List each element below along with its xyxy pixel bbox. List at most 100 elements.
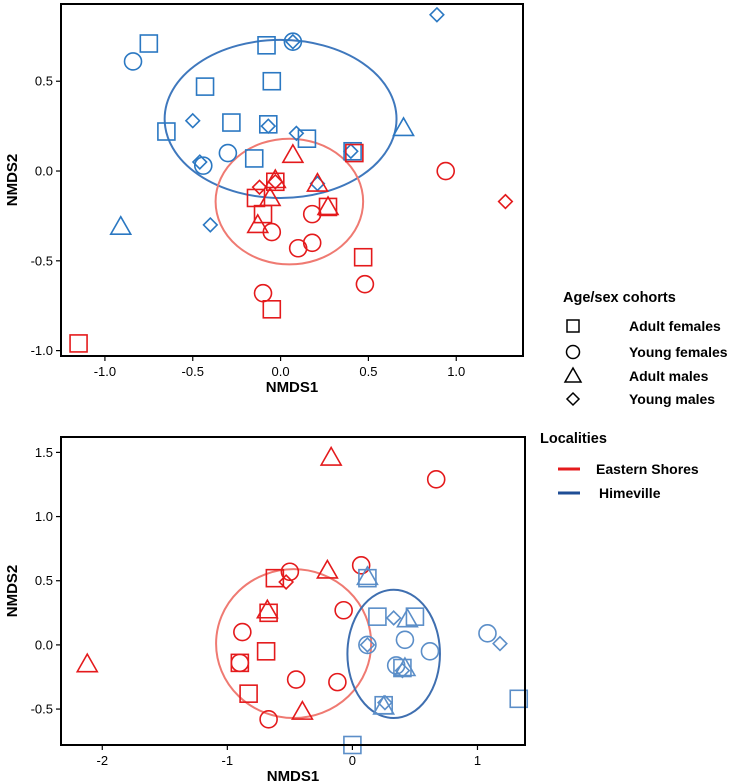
bottom-ellipse-himeville [346, 588, 441, 720]
bottom-point-circle [286, 670, 306, 689]
top-point-triangle [258, 186, 282, 207]
bottom-point-square [368, 607, 387, 626]
top-point-diamond [284, 33, 301, 50]
top-point-diamond [202, 216, 219, 233]
top-point-triangle [306, 171, 329, 192]
himeville-legend-label: Himeville [599, 485, 661, 501]
top-point-square [266, 172, 285, 192]
top-x-axis-title: NMDS1 [266, 379, 319, 396]
bottom-point-circle [259, 710, 278, 729]
top-point-diamond [184, 112, 201, 129]
top-point-circle [302, 233, 322, 253]
bottom-point-diamond [394, 662, 411, 679]
top-point-triangle [281, 143, 305, 164]
bottom-x-tick-label: -2 [96, 753, 108, 768]
top-x-tick-label: 0.0 [272, 364, 290, 379]
top-point-square [69, 334, 88, 353]
top-point-square [222, 113, 241, 132]
top-point-square [257, 36, 276, 55]
cohort-legend-diamond-icon [565, 391, 581, 407]
bottom-x-tick-label: 1 [474, 753, 481, 768]
top-point-triangle [109, 215, 133, 235]
cohort-label-young-males: Young males [629, 391, 715, 407]
cohorts-legend-title: Age/sex cohorts [563, 290, 676, 306]
bottom-plot-frame [60, 436, 526, 746]
top-point-square [244, 149, 264, 168]
bottom-point-circle [420, 642, 440, 661]
top-point-diamond [251, 179, 268, 196]
top-point-square [353, 247, 373, 267]
top-point-diamond [428, 6, 445, 23]
top-x-tick-label: 0.5 [359, 364, 377, 379]
top-point-square [139, 34, 159, 53]
bottom-point-triangle [75, 652, 99, 673]
bottom-point-circle [478, 624, 497, 643]
bottom-point-square [256, 642, 276, 661]
top-y-tick-label: -1.0 [31, 343, 53, 358]
bottom-point-triangle [396, 607, 419, 628]
top-point-circle [253, 283, 273, 303]
bottom-point-diamond [385, 610, 402, 626]
bottom-point-triangle [319, 445, 343, 466]
cohort-legend-circle-icon [565, 344, 581, 360]
top-point-triangle [392, 116, 415, 137]
top-point-diamond [191, 154, 208, 170]
bottom-point-circle [395, 630, 415, 650]
top-point-diamond [497, 193, 514, 210]
bottom-point-square [239, 684, 258, 703]
top-point-square [195, 77, 215, 96]
cohort-legend-triangle-icon [563, 366, 583, 383]
top-point-circle [283, 32, 303, 52]
top-ellipse-eastern-shores [214, 137, 365, 266]
bottom-point-diamond [492, 635, 508, 652]
localities-legend-title: Localities [540, 431, 607, 447]
top-point-diamond [267, 173, 284, 190]
top-x-tick-label: -0.5 [182, 364, 204, 379]
cohort-legend-square-icon [566, 319, 580, 333]
bottom-y-tick-label: 0.5 [35, 573, 53, 588]
top-point-square [262, 71, 282, 91]
bottom-point-diamond [359, 636, 376, 653]
bottom-point-circle [351, 556, 371, 575]
top-point-triangle [316, 195, 340, 216]
bottom-y-axis-title: NMDS2 [4, 565, 21, 618]
top-point-circle [436, 161, 456, 181]
top-point-square [345, 143, 364, 163]
bottom-y-tick-label: 1.0 [35, 509, 53, 524]
eastern-shores-legend-label: Eastern Shores [596, 461, 699, 477]
bottom-panel: -2 -1 0 1 -0.5 0.0 0.5 1.0 1.5 NMDS1 NMDS2 [4, 436, 529, 783]
top-series-eastern-shores [69, 143, 514, 353]
top-point-circle [355, 274, 375, 294]
top-point-square [253, 204, 273, 224]
top-ellipse-himeville [163, 38, 398, 199]
bottom-point-square [405, 607, 425, 626]
top-y-axis-title: NMDS2 [4, 154, 21, 207]
bottom-point-triangle [356, 565, 379, 586]
bottom-point-circle [426, 470, 446, 489]
top-series-himeville [109, 6, 445, 235]
bottom-point-diamond [278, 574, 295, 590]
top-panel: -1.0 -0.5 0.0 0.5 1.0 -1.0 -0.5 0.0 0.5 NMDS1 NMDS… [4, 3, 524, 396]
top-point-circle [218, 143, 238, 163]
bottom-x-tick-label: 0 [349, 753, 356, 768]
cohort-label-young-females: Young females [629, 344, 728, 360]
bottom-point-triangle [291, 700, 314, 720]
top-x-tick-label: -1.0 [94, 364, 116, 379]
top-point-diamond [309, 175, 326, 192]
cohort-label-adult-females: Adult females [629, 318, 721, 334]
top-y-tick-label: -0.5 [31, 253, 53, 268]
bottom-point-square [509, 689, 529, 709]
top-point-circle [193, 156, 213, 175]
bottom-point-triangle [316, 558, 339, 579]
top-point-diamond [260, 118, 277, 135]
cohort-label-adult-males: Adult males [629, 368, 709, 384]
bottom-point-triangle [372, 694, 396, 715]
bottom-point-circle [233, 622, 252, 642]
bottom-point-square [358, 568, 377, 588]
bottom-y-tick-label: -0.5 [31, 702, 53, 717]
bottom-y-tick-label: 0.0 [35, 637, 53, 652]
bottom-y-tick-label: 1.5 [35, 445, 53, 460]
bottom-point-circle [358, 635, 377, 655]
localities-legend: Localities Eastern Shores Himeville [540, 431, 699, 501]
top-point-square [157, 122, 176, 141]
